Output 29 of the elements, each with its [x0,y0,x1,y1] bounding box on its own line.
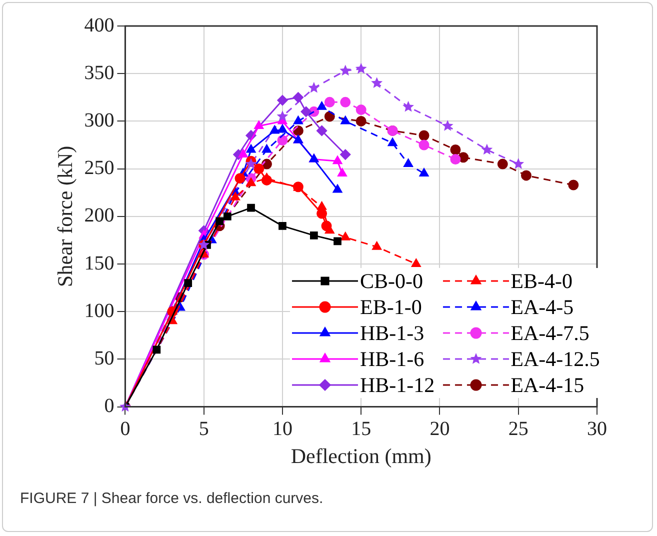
x-tick-label: 25 [508,418,528,440]
y-tick-label: 200 [84,204,114,227]
legend-label: EB-4-0 [510,268,572,294]
x-tick-label: 20 [430,418,450,440]
y-tick-label: 50 [94,347,114,370]
y-tick-label: 100 [84,300,114,322]
y-tick-label: 150 [84,252,114,274]
y-axis-title: Shear force (kN) [53,146,78,287]
legend-label: EA-4-15 [510,372,584,398]
x-tick-label: 30 [587,418,607,440]
legend-label: EB-1-0 [360,294,422,320]
legend-label: HB-1-3 [360,320,424,346]
y-tick-label: 300 [84,109,114,132]
legend-label: CB-0-0 [360,268,423,294]
legend-label: EA-4-7.5 [510,320,590,346]
y-tick-label: 0 [104,395,114,418]
y-tick-label: 250 [84,157,114,180]
x-tick-label: 10 [272,418,292,440]
x-tick-label: 0 [120,418,130,440]
legend-label: HB-1-12 [360,372,435,398]
x-axis-title: Deflection (mm) [290,444,432,468]
legend-label: EA-4-12.5 [510,346,600,372]
y-tick-label: 350 [84,62,114,84]
x-tick-label: 15 [351,418,372,440]
legend-label: HB-1-6 [360,346,424,372]
x-tick-label: 5 [198,418,209,440]
y-tick-label: 400 [84,14,114,36]
legend-label: EA-4-5 [510,294,574,320]
caption: FIGURE 7 | Shear force vs. deflection curves. [20,490,324,507]
